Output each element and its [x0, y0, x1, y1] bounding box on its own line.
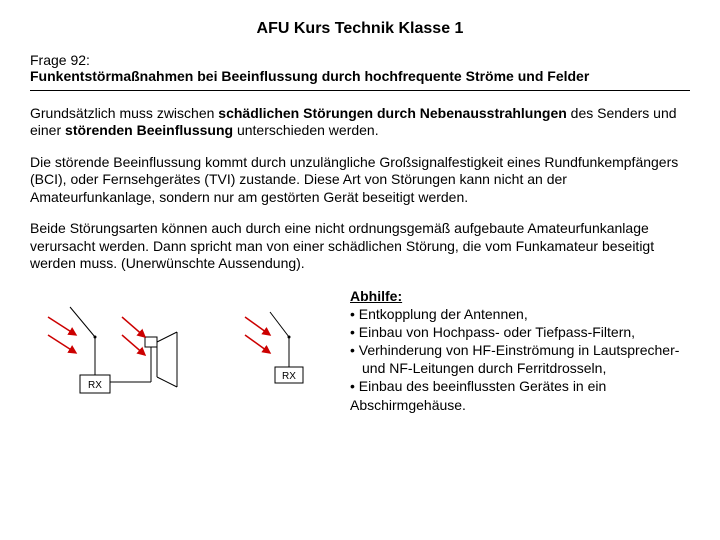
remedy-item-1: • Entkopplung der Antennen, [350, 305, 690, 323]
p1-a: Grundsätzlich muss zwischen [30, 105, 218, 121]
remedy-item-2: • Einbau von Hochpass- oder Tiefpass-Fil… [350, 323, 690, 341]
paragraph-1: Grundsätzlich muss zwischen schädlichen … [30, 105, 690, 140]
remedy-block: Abhilfe: • Entkopplung der Antennen, • E… [350, 287, 690, 414]
p1-b: schädlichen Störungen durch Nebenausstra… [218, 105, 567, 121]
question-heading: Funkentstörmaßnahmen bei Beeinflussung d… [30, 68, 690, 86]
p1-d: störenden Beeinflussung [65, 122, 233, 138]
question-number: Frage 92: [30, 52, 690, 68]
remedy-item-4: • Einbau des beeinflussten Gerätes in ei… [350, 377, 690, 413]
paragraph-2: Die störende Beeinflussung kommt durch u… [30, 154, 690, 207]
remedy-title: Abhilfe: [350, 287, 690, 305]
page-title: AFU Kurs Technik Klasse 1 [30, 20, 690, 38]
rx-label-1: RX [88, 380, 102, 391]
remedy-item-3a: • Verhinderung von HF-Einströmung in Lau… [350, 341, 690, 359]
question-block: Frage 92: Funkentstörmaßnahmen bei Beein… [30, 52, 690, 91]
lower-row: RX [30, 287, 690, 417]
paragraph-3: Beide Störungsarten können auch durch ei… [30, 220, 690, 273]
p1-e: unterschieden werden. [233, 122, 379, 138]
remedy-item-3b: und NF-Leitungen durch Ferritdrosseln, [350, 359, 690, 377]
slide-page: AFU Kurs Technik Klasse 1 Frage 92: Funk… [0, 0, 720, 540]
rx-label-2: RX [282, 371, 296, 382]
circuit-diagram: RX [30, 287, 330, 417]
